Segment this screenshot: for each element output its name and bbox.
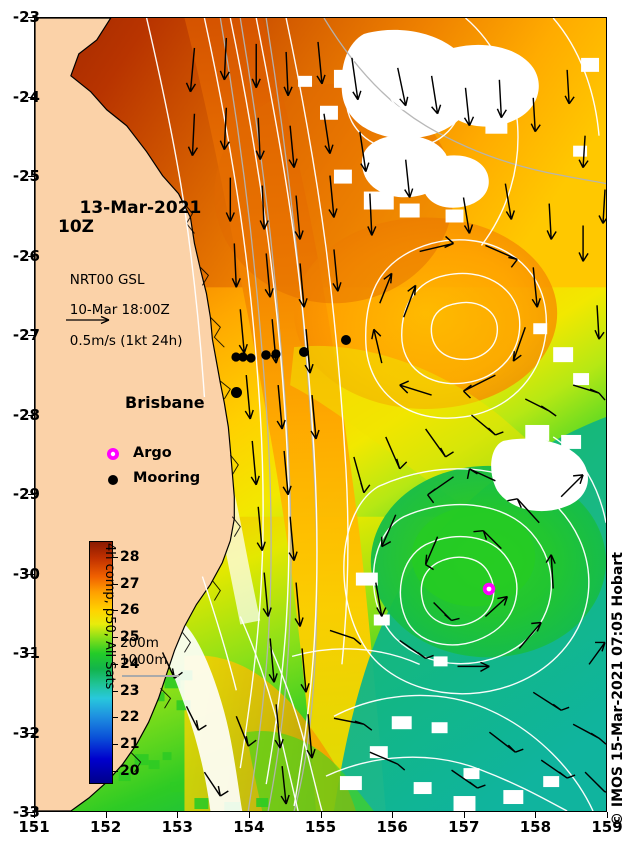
y-axis-tickmark — [28, 812, 34, 813]
colorbar-title: 4h comp, p50, All Sats — [102, 543, 117, 690]
x-axis-tickmark — [177, 812, 179, 818]
bathymetry-key: 200m 1000m — [120, 635, 168, 669]
legend-label-mooring: Mooring — [133, 470, 201, 486]
y-axis-tickmark — [28, 414, 34, 416]
colorbar-tickmark — [113, 717, 118, 719]
x-axis-tick-label: 159 — [591, 818, 623, 836]
y-axis-tick-label: -31 — [12, 644, 40, 662]
y-axis-tick-label: -28 — [12, 405, 40, 424]
colorbar-tick-label: 25 — [120, 629, 140, 646]
y-axis-tickmark — [28, 96, 34, 98]
brisbane-city-marker — [231, 387, 242, 398]
colorbar-tickmark — [113, 610, 118, 612]
y-axis-tick-label: -33 — [12, 803, 40, 821]
y-axis-tick-label: -26 — [12, 246, 40, 265]
colorbar-tickmark — [113, 637, 118, 639]
colorbar-tickmark — [113, 770, 118, 772]
colorbar-tick-label: 21 — [120, 735, 140, 752]
colorbar-tick-label: 22 — [120, 709, 140, 726]
y-axis-tickmark — [28, 17, 34, 18]
x-axis-tickmark — [607, 812, 608, 818]
colorbar-gradient — [89, 541, 113, 784]
x-axis-tickmark — [535, 812, 537, 818]
colorbar-tick-label: 20 — [120, 762, 140, 779]
x-axis-tick-label: 156 — [376, 818, 408, 836]
date-annotation: 13-Mar-2021 10Z — [58, 198, 202, 238]
y-axis-tickmark — [28, 732, 34, 734]
sst-field — [35, 18, 606, 811]
y-axis-tick-label: -30 — [12, 564, 40, 583]
current-vectors — [161, 37, 606, 805]
x-axis-tick-label: 153 — [161, 818, 193, 836]
y-axis-tick-label: -24 — [12, 87, 40, 106]
colorbar-tickmark — [113, 663, 118, 665]
y-axis-tick-label: -25 — [12, 167, 40, 185]
x-axis-tick-label: 155 — [304, 818, 337, 836]
x-axis-tick-label: 154 — [233, 818, 265, 836]
brisbane-label: Brisbane — [125, 393, 205, 412]
product-annotation: NRT00 GSL 10-Mar 18:00Z 0.5m/s (1kt 24h) — [69, 272, 183, 349]
colorbar-tickmark — [113, 690, 118, 692]
colorbar-tick-label: 28 — [120, 549, 140, 565]
y-axis-tick-label: -32 — [12, 723, 40, 742]
bathymetry-key-line — [122, 675, 179, 677]
x-axis-tick-label: 157 — [448, 818, 480, 836]
colorbar-tick-label: 24 — [120, 655, 140, 672]
y-axis-tick-label: -23 — [12, 8, 40, 26]
y-axis-tick-label: -29 — [12, 485, 40, 503]
x-axis-tick-label: 158 — [519, 818, 552, 836]
ssh-contours — [145, 18, 606, 811]
colorbar-tick-label: 26 — [120, 602, 140, 619]
x-axis-tickmark — [392, 812, 394, 818]
y-axis-tickmark — [28, 653, 34, 654]
colorbar-tick-label: 23 — [120, 682, 140, 699]
map-plot-area[interactable]: 13-Mar-2021 10Z NRT00 GSL 10-Mar 18:00Z 0… — [34, 17, 607, 812]
y-axis-tickmark — [28, 494, 34, 495]
bathymetry-contours — [219, 18, 606, 811]
y-axis-tickmark — [28, 255, 34, 257]
x-axis-tickmark — [34, 812, 35, 818]
colorbar-tickmark — [113, 743, 118, 745]
argo-star-icon — [107, 448, 119, 460]
landmass-australia — [35, 18, 235, 811]
colorbar-tick-label: 27 — [120, 575, 140, 592]
x-axis-tick-label: 152 — [89, 818, 122, 836]
colorbar-tickmark — [113, 557, 118, 558]
y-axis-tickmark — [28, 176, 34, 177]
legend-label-argo: Argo — [133, 445, 172, 461]
x-axis-tickmark — [105, 812, 107, 818]
x-axis-tickmark — [463, 812, 465, 818]
colorbar-tickmark — [113, 583, 118, 585]
velocity-scale-arrow-icon — [66, 315, 110, 325]
imos-credit: © IMOS 15-Mar-2021 07:05 Hobart — [610, 552, 626, 826]
colorbar: 20 21 22 23 24 25 26 27 28 — [89, 541, 139, 784]
y-axis-tickmark — [28, 335, 34, 336]
y-axis-tickmark — [28, 573, 34, 575]
x-axis-tickmark — [320, 812, 322, 818]
mooring-star-icon — [108, 475, 118, 485]
y-axis-tick-label: -27 — [12, 326, 40, 344]
x-axis-tickmark — [248, 812, 250, 818]
x-axis-tick-label: 151 — [18, 818, 50, 836]
